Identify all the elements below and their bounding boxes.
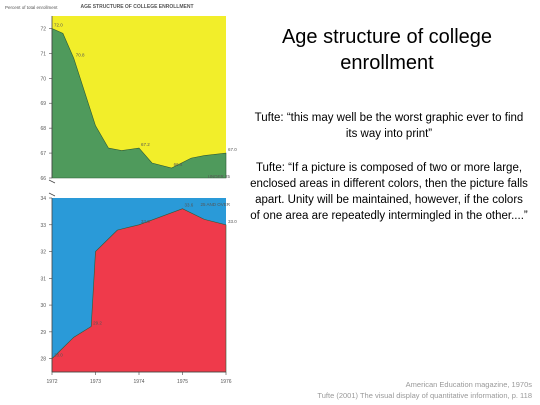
tufte-quote-unity: Tufte: “If a picture is composed of two … [250, 162, 528, 222]
bottom-data-label: 33.6 [185, 203, 194, 208]
bottom-y-tick-label: 29 [40, 330, 46, 336]
top-y-tick-label: 69 [40, 101, 46, 107]
legend-25-and-over: 25 AND OVER [200, 202, 230, 207]
bottom-y-tick-label: 31 [40, 276, 46, 282]
y-axis-label: Percent of total enrollment [5, 5, 58, 10]
bottom-data-label: 33.0 [228, 219, 237, 224]
x-tick-label: 1976 [220, 379, 231, 385]
bottom-y-tick-label: 32 [40, 250, 46, 256]
top-data-label: 72.0 [54, 22, 63, 27]
top-y-tick-label: 67 [40, 151, 46, 157]
legend-under-25: UNDER 25 [208, 174, 231, 179]
bottom-y-tick-label: 33 [40, 223, 46, 229]
top-y-tick-label: 70 [40, 76, 46, 82]
chart-title: AGE STRUCTURE OF COLLEGE ENROLLMENT [80, 4, 193, 10]
top-data-label: 70.8 [76, 52, 85, 57]
x-tick-label: 1974 [133, 379, 144, 385]
citation-caption: Tufte (2001) The visual display of quant… [317, 391, 532, 400]
top-y-tick-label: 72 [40, 26, 46, 32]
slide-title: Age structure of college enrollment [281, 26, 493, 74]
top-series-area [51, 28, 227, 179]
bottom-y-tick-label: 28 [40, 357, 46, 363]
axis-break-mark [48, 179, 56, 197]
bottom-y-tick-label: 34 [40, 196, 46, 202]
tufte-quote-worst-graphic: Tufte: “this may well be the worst graph… [254, 112, 524, 140]
top-y-tick-label: 71 [40, 51, 46, 57]
bottom-data-label: 33.0 [141, 219, 150, 224]
bottom-data-label: 29.2 [93, 320, 102, 325]
under-25-panel: 66 67 68 69 70 71 72 72.0 70.8 67.2 66.4 67.0 [40, 16, 237, 182]
x-tick-label: 1972 [46, 379, 57, 385]
over-25-panel: 28 29 30 31 32 33 34 28.0 29.2 33.0 33.6 33.0 1972 19… [40, 196, 237, 385]
bottom-data-label: 28.0 [54, 353, 63, 358]
top-y-tick-label: 66 [40, 176, 46, 182]
top-y-tick-label: 68 [40, 126, 46, 132]
x-tick-label: 1975 [177, 379, 188, 385]
x-tick-label: 1973 [90, 379, 101, 385]
top-data-label: 67.0 [228, 147, 237, 152]
source-caption: American Education magazine, 1970s [405, 380, 532, 389]
top-data-label: 67.2 [141, 142, 150, 147]
bottom-y-tick-label: 30 [40, 303, 46, 309]
top-data-label: 66.4 [174, 162, 183, 167]
